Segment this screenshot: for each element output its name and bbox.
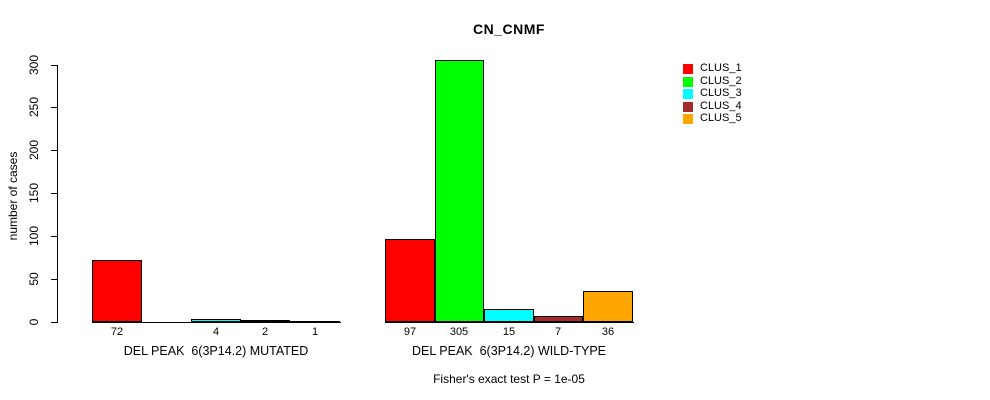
bar-value-label: 7 xyxy=(554,326,562,338)
bar xyxy=(484,309,534,322)
y-tick xyxy=(51,322,57,323)
y-tick-label: 300 xyxy=(27,54,41,76)
bar-value-label: 97 xyxy=(403,326,417,338)
legend-swatch xyxy=(683,102,693,112)
legend-swatch xyxy=(683,114,693,124)
y-tick xyxy=(51,193,57,194)
group-baseline xyxy=(385,322,634,323)
bar xyxy=(191,319,241,322)
y-tick-label: 150 xyxy=(27,182,41,204)
y-tick xyxy=(51,65,57,66)
bar xyxy=(534,316,583,322)
bar xyxy=(435,60,484,322)
legend-label: CLUS_5 xyxy=(700,112,742,124)
legend-swatch xyxy=(683,77,693,87)
legend-swatch xyxy=(683,89,693,99)
bar-value-label: 36 xyxy=(601,326,615,338)
y-tick xyxy=(51,236,57,237)
legend-label: CLUS_2 xyxy=(700,75,742,87)
bar-value-label: 305 xyxy=(449,326,469,338)
bar-value-label: 2 xyxy=(261,326,269,338)
y-tick xyxy=(51,150,57,151)
fisher-test-footnote: Fisher's exact test P = 1e-05 xyxy=(433,372,585,386)
group-label-mutated: DEL PEAK 6(3P14.2) MUTATED xyxy=(123,344,309,358)
bar xyxy=(92,260,142,322)
legend-label: CLUS_4 xyxy=(700,100,742,112)
y-axis-line xyxy=(57,65,58,323)
bar xyxy=(241,320,290,322)
bar xyxy=(583,291,633,322)
y-tick xyxy=(51,279,57,280)
legend-swatch xyxy=(683,64,693,74)
y-tick-label: 0 xyxy=(27,318,41,326)
bar xyxy=(290,321,340,323)
legend-label: CLUS_3 xyxy=(700,87,742,99)
bar-value-label: 4 xyxy=(212,326,220,338)
group-label-wild-type: DEL PEAK 6(3P14.2) WILD-TYPE xyxy=(411,344,607,358)
y-tick-label: 100 xyxy=(27,225,41,247)
y-tick-label: 50 xyxy=(27,272,41,286)
y-tick xyxy=(51,107,57,108)
y-tick-label: 200 xyxy=(27,139,41,161)
group-baseline xyxy=(92,322,341,323)
legend-label: CLUS_1 xyxy=(700,62,742,74)
bar-value-label: 72 xyxy=(110,326,124,338)
y-tick-label: 250 xyxy=(27,96,41,118)
chart-title: CN_CNMF xyxy=(473,21,545,37)
bar xyxy=(385,239,435,322)
bar-value-label: 15 xyxy=(502,326,516,338)
bar-value-label: 1 xyxy=(311,326,319,338)
